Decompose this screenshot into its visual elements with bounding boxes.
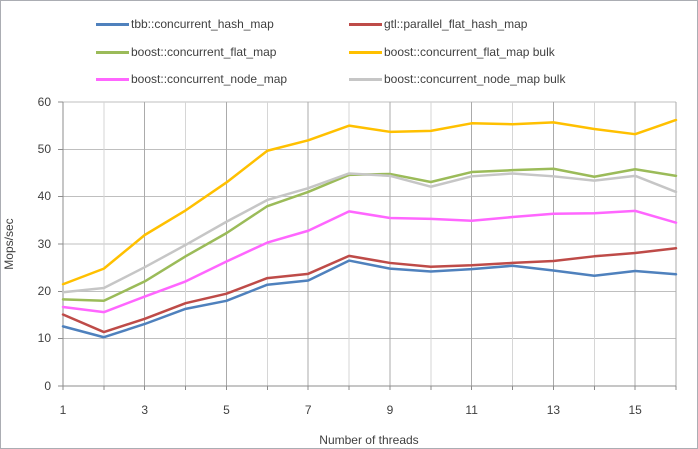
legend-line-marker [96, 77, 129, 81]
x-tick-label: 9 [386, 403, 394, 417]
y-tick-label: 0 [44, 378, 51, 393]
series-line-1 [61, 247, 678, 334]
legend-label: tbb::concurrent_hash_map [131, 17, 274, 31]
x-tick-label: 11 [465, 403, 478, 417]
legend-label: boost::concurrent_node_map bulk [384, 72, 566, 86]
y-tick-label: 10 [37, 331, 51, 346]
legend-item-2: boost::concurrent_flat_map [96, 44, 276, 60]
x-axis-title: Number of threads [319, 433, 419, 447]
legend-item-0: tbb::concurrent_hash_map [96, 16, 274, 32]
legend-line-marker [96, 50, 129, 54]
legend-item-5: boost::concurrent_node_map bulk [349, 71, 565, 87]
series-line-3 [61, 118, 678, 286]
legend-line-marker [349, 22, 382, 26]
x-tick-label: 13 [546, 403, 561, 417]
legend-item-4: boost::concurrent_node_map [96, 71, 287, 87]
series-line-0 [61, 259, 678, 339]
x-tick-label: 7 [304, 403, 312, 417]
series-line-5 [61, 172, 678, 294]
y-tick-label: 50 [37, 141, 51, 156]
x-tick-label: 3 [141, 403, 149, 417]
y-tick-label: 60 [37, 94, 51, 109]
y-axis-title: Mops/sec [2, 218, 16, 270]
x-tick-label: 15 [628, 403, 642, 417]
legend-label: boost::concurrent_node_map [131, 72, 288, 86]
series-line-2 [61, 167, 678, 303]
legend-item-3: boost::concurrent_flat_map bulk [349, 44, 555, 60]
legend-label: gtl::parallel_flat_hash_map [384, 17, 528, 31]
x-tick-label: 1 [59, 403, 67, 417]
y-tick-label: 40 [37, 189, 51, 204]
legend-label: boost::concurrent_flat_map bulk [384, 45, 555, 59]
legend-label: boost::concurrent_flat_map [131, 45, 277, 59]
y-tick-label: 30 [37, 236, 51, 251]
legend-line-marker [96, 22, 129, 26]
legend-line-marker [349, 50, 382, 54]
legend-line-marker [349, 77, 382, 81]
legend-item-1: gtl::parallel_flat_hash_map [349, 16, 527, 32]
series-line-4 [61, 209, 678, 314]
y-tick-label: 20 [37, 283, 51, 298]
x-tick-label: 5 [223, 403, 230, 417]
